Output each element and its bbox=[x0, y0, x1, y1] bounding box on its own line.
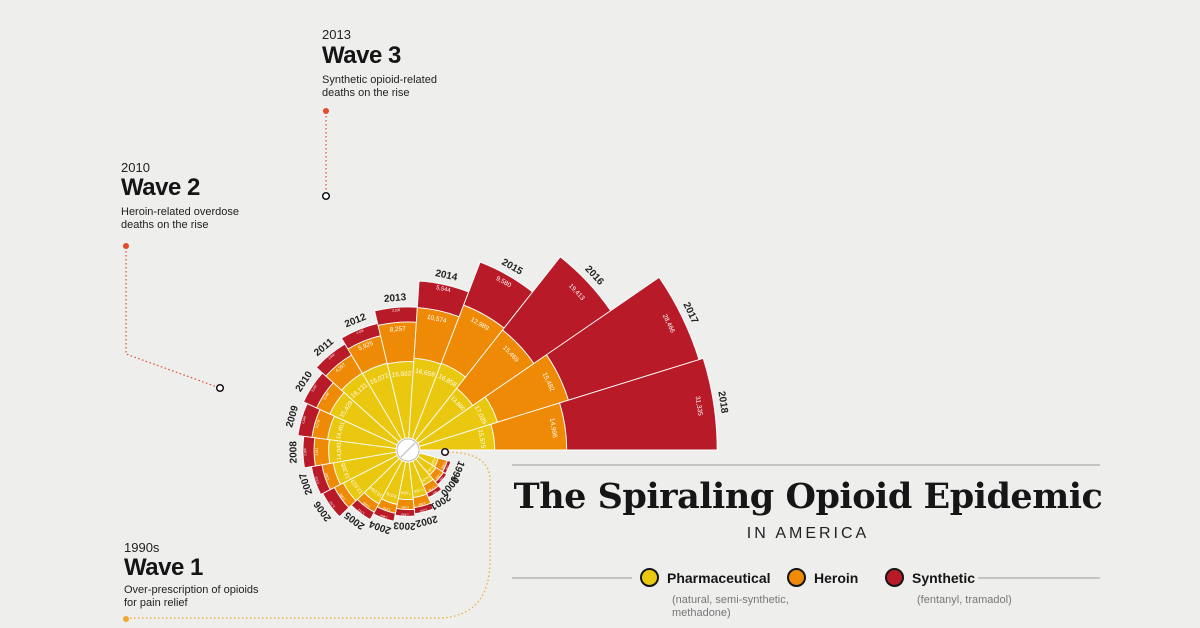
value-label-2013-pharmaceutical: 15,932 bbox=[392, 370, 412, 379]
wedge-2018-synthetic bbox=[559, 357, 718, 451]
value-label-2012-synthetic: 2,628 bbox=[356, 328, 365, 335]
value-label-2001-heroin: 1,779 bbox=[427, 485, 436, 493]
legend-label-synthetic: Synthetic bbox=[912, 569, 976, 586]
wave3-description: Synthetic opioid-related deaths on the r… bbox=[322, 74, 437, 99]
value-label-1999-synthetic: 730 bbox=[445, 464, 451, 470]
value-label-2014-pharmaceutical: 16,659 bbox=[414, 368, 435, 379]
value-label-2008-heroin: 3,041 bbox=[315, 448, 319, 456]
wave2-marker bbox=[215, 383, 225, 393]
value-label-2009-heroin: 3,278 bbox=[315, 419, 321, 428]
value-label-2007-heroin: 2,399 bbox=[324, 472, 330, 481]
year-label-2009: 2009 bbox=[284, 404, 301, 429]
legend-label-heroin: Heroin bbox=[814, 569, 859, 586]
value-label-2006-synthetic: 2,707 bbox=[328, 500, 336, 509]
value-label-2003-heroin: 2,080 bbox=[401, 505, 409, 509]
value-label-2011-heroin: 4,397 bbox=[334, 362, 346, 373]
value-label-2008-pharmaceutical: 14,043 bbox=[337, 442, 343, 460]
wave1-year: 1990s bbox=[124, 540, 160, 555]
value-label-2001-synthetic: 957 bbox=[431, 490, 438, 496]
value-label-1999-heroin: 1,960 bbox=[440, 461, 447, 470]
wave1-title: Wave 1 bbox=[124, 554, 203, 581]
year-label-2013: 2013 bbox=[384, 292, 408, 305]
pharmaceutical-swatch bbox=[640, 568, 659, 587]
value-label-2007-pharmaceutical: 13,305 bbox=[341, 462, 352, 480]
wave1-marker bbox=[440, 447, 450, 457]
legend-pharmaceutical: Pharmaceutical bbox=[640, 568, 771, 587]
value-label-2018-synthetic: 31,335 bbox=[694, 396, 704, 417]
legend-note-pharmaceutical: (natural, semi-synthetic, methadone) bbox=[672, 594, 789, 619]
legend-note-synthetic: (fentanyl, tramadol) bbox=[917, 594, 1012, 606]
chart-title: The Spiraling Opioid Epidemic bbox=[513, 476, 1103, 517]
value-label-2010-heroin: 3,036 bbox=[322, 392, 330, 401]
wave3-marker bbox=[321, 191, 331, 201]
heroin-swatch bbox=[787, 568, 806, 587]
value-label-2003-synthetic: 1,400 bbox=[401, 512, 409, 516]
value-label-2018-heroin: 14,996 bbox=[548, 418, 558, 439]
year-label-2002: 2002 bbox=[414, 513, 439, 529]
value-label-2002-pharmaceutical: 7,456 bbox=[413, 487, 423, 493]
wave2-description: Heroin-related overdose deaths on the ri… bbox=[121, 206, 240, 231]
wave1-leader bbox=[126, 451, 491, 619]
value-label-2014-heroin: 10,574 bbox=[426, 314, 447, 325]
wave1-description: Over-prescription of opioids for pain re… bbox=[124, 584, 259, 609]
wave2-title: Wave 2 bbox=[121, 174, 200, 201]
value-label-2005-synthetic: 1,742 bbox=[357, 508, 366, 516]
year-label-2018: 2018 bbox=[715, 390, 729, 414]
year-label-2007: 2007 bbox=[298, 471, 316, 496]
value-label-2006-heroin: 2,088 bbox=[339, 492, 347, 501]
value-label-2013-heroin: 8,257 bbox=[389, 325, 406, 333]
legend-heroin: Heroin bbox=[787, 568, 858, 587]
value-label-2002-synthetic: 1,295 bbox=[419, 508, 428, 514]
value-label-2014-synthetic: 5,544 bbox=[435, 285, 451, 294]
value-label-2009-synthetic: 2,946 bbox=[301, 415, 307, 424]
wave3-dot bbox=[323, 108, 329, 114]
value-label-2011-synthetic: 2,666 bbox=[327, 352, 336, 360]
value-label-2008-synthetic: 2,306 bbox=[303, 448, 307, 456]
value-label-2000-heroin: 1,842 bbox=[434, 472, 442, 481]
value-label-2004-pharmaceutical: 9,076 bbox=[385, 491, 397, 500]
value-label-2001-pharmaceutical: 5,528 bbox=[421, 475, 430, 483]
value-label-2010-synthetic: 3,007 bbox=[310, 384, 318, 393]
value-label-2004-synthetic: 1,664 bbox=[379, 513, 388, 519]
wave3-title: Wave 3 bbox=[322, 42, 401, 69]
value-label-2003-pharmaceutical: 7,834 bbox=[400, 490, 411, 495]
chart-subtitle: IN AMERICA bbox=[746, 525, 870, 542]
wave2-year: 2010 bbox=[121, 160, 150, 175]
value-label-2005-heroin: 2,009 bbox=[362, 501, 371, 509]
value-label-2009-pharmaceutical: 14,401 bbox=[336, 421, 347, 440]
value-label-2013-synthetic: 3,105 bbox=[392, 308, 401, 313]
value-label-2007-synthetic: 2,213 bbox=[314, 476, 320, 485]
year-label-2014: 2014 bbox=[434, 268, 459, 284]
value-label-2000-pharmaceutical: 4,400 bbox=[426, 465, 434, 474]
wave2-leader bbox=[125, 247, 221, 389]
synthetic-swatch bbox=[885, 568, 904, 587]
wave2-dot bbox=[123, 243, 129, 249]
value-label-1999-pharmaceutical: 4,030 bbox=[430, 457, 437, 466]
value-label-2000-synthetic: 782 bbox=[438, 476, 445, 483]
value-label-2018-pharmaceutical: 15,575 bbox=[477, 429, 487, 449]
value-label-2004-heroin: 1,878 bbox=[382, 506, 391, 512]
legend-synthetic: Synthetic bbox=[885, 568, 975, 587]
pill-score-line bbox=[400, 442, 416, 458]
wave1-dot bbox=[123, 616, 129, 622]
year-label-2008: 2008 bbox=[288, 441, 299, 464]
value-label-2002-heroin: 2,089 bbox=[418, 501, 427, 507]
legend-label-pharmaceutical: Pharmaceutical bbox=[667, 569, 771, 586]
year-label-2003: 2003 bbox=[393, 519, 416, 531]
wave3-year: 2013 bbox=[322, 27, 351, 42]
